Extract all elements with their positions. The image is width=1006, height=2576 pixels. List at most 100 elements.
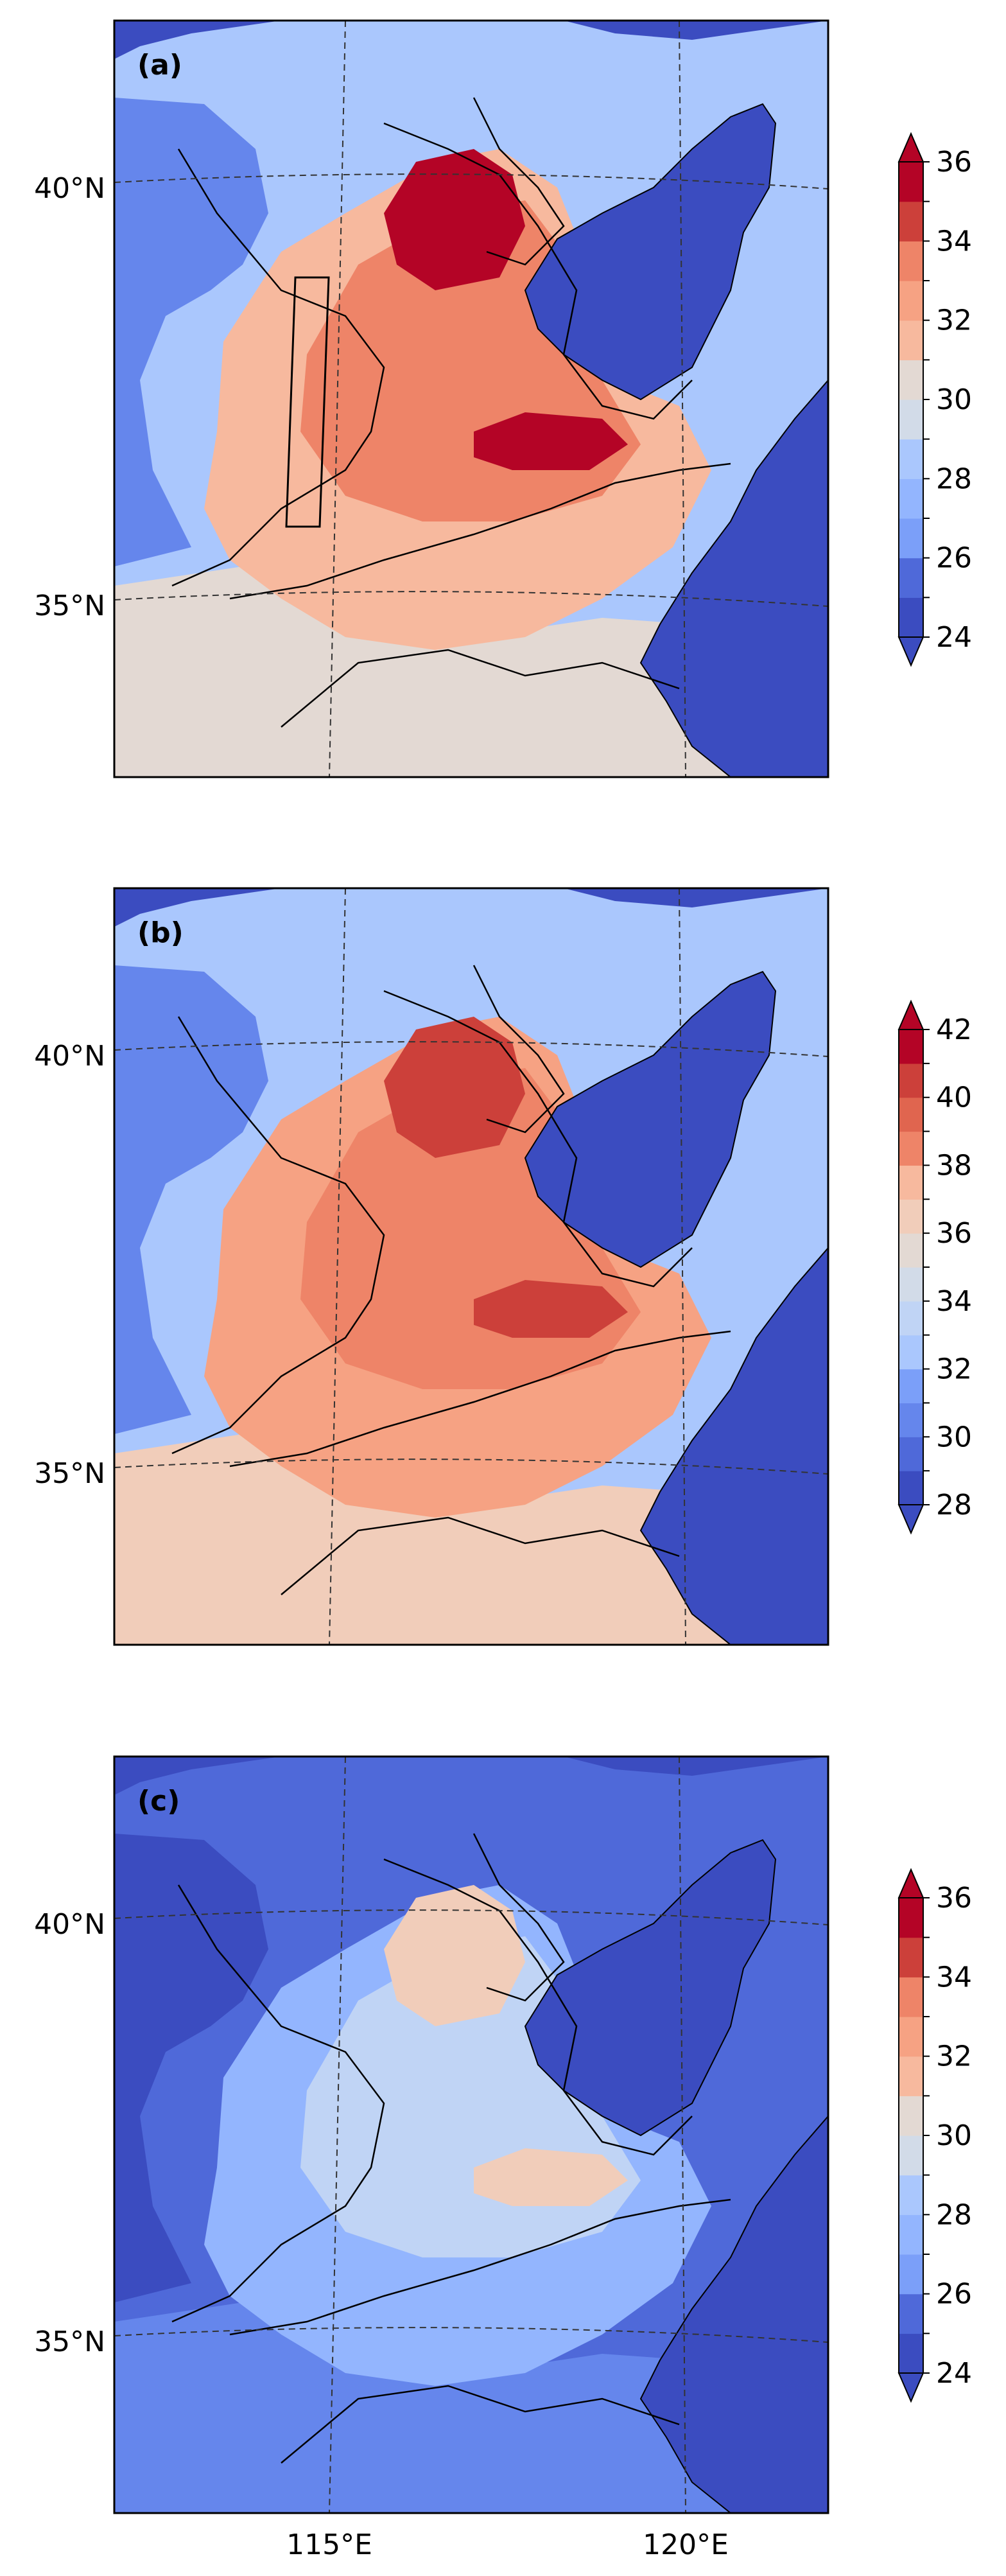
colorbar-tick-label: 34 — [936, 225, 972, 258]
lat-label: 35°N — [34, 590, 105, 622]
colorbar-tick-label: 32 — [936, 2040, 972, 2073]
province-border — [383, 990, 693, 1288]
colorbar-segment — [899, 201, 923, 241]
lat-label: 40°N — [34, 172, 105, 205]
colorbar-segment — [899, 1369, 923, 1404]
colorbar-segment — [899, 1063, 923, 1098]
colorbar-segment — [899, 1437, 923, 1471]
colorbar-segment — [899, 2096, 923, 2136]
province-border — [229, 2198, 731, 2336]
colorbar-tick-label: 30 — [936, 383, 972, 416]
colorbar-tick-label: 24 — [936, 2357, 972, 2390]
colorbar-segment — [899, 1937, 923, 1977]
colorbar-extend-min — [898, 636, 924, 667]
colorbar-segment — [899, 2333, 923, 2374]
province-border — [473, 97, 565, 266]
south-field — [114, 1434, 756, 1645]
colorbar-extend-max — [898, 1868, 924, 1898]
meridian-115e — [329, 21, 346, 777]
colorbar-segment — [899, 281, 923, 321]
colorbar-segment — [899, 360, 923, 400]
province-border — [229, 462, 731, 600]
meridian-115e — [329, 888, 346, 1645]
bohai-sea — [524, 1839, 777, 2137]
colorbar-segment — [899, 2135, 923, 2176]
colorbar-segment — [899, 439, 923, 479]
meridian-120e — [679, 21, 686, 777]
colorbar-segment — [899, 320, 923, 360]
colorbar-segment — [899, 1301, 923, 1336]
colorbar-segment — [899, 518, 923, 559]
map-frame — [113, 1755, 829, 2514]
colorbar-tick-label: 26 — [936, 2278, 972, 2311]
province-border — [383, 1858, 693, 2156]
colorbar-segment — [899, 2175, 923, 2215]
south-field — [114, 566, 756, 777]
panel-label: (a) — [137, 49, 182, 82]
yellow-sea — [639, 2115, 828, 2513]
province-border — [473, 965, 565, 1134]
panel-label: (b) — [137, 916, 184, 949]
south-field — [114, 2302, 756, 2513]
colorbar-segment — [899, 1471, 923, 1505]
map-field — [114, 1757, 828, 2513]
colorbar: 24 26 28 30 32 34 36 — [898, 132, 972, 667]
meridian-120e — [679, 1757, 686, 2513]
colorbar-segment — [899, 1898, 923, 1938]
map-frame — [113, 19, 829, 778]
colorbar-segment — [899, 2017, 923, 2057]
colorbar-tick-label: 30 — [936, 1421, 972, 1453]
map-field — [114, 21, 828, 777]
map-panel-c: (c) 40°N 35°N 24 26 28 30 32 34 36 — [34, 1755, 972, 2514]
lat-label: 35°N — [34, 2326, 105, 2358]
study-area-box — [285, 276, 330, 528]
province-border — [171, 1884, 385, 2323]
colorbar-tick-label: 26 — [936, 542, 972, 575]
colorbar-segment — [899, 1199, 923, 1234]
colorbar-tick-label: 36 — [936, 1882, 972, 1914]
highland-field — [114, 98, 268, 566]
bohai-sea — [524, 970, 777, 1268]
colorbar-tick-label: 34 — [936, 1285, 972, 1318]
colorbar-segment — [899, 2293, 923, 2334]
colorbar-segment — [899, 1165, 923, 1200]
colorbar: 28 30 32 34 36 38 40 42 — [898, 999, 972, 1535]
map-frame — [113, 887, 829, 1646]
colorbar-tick-label: 28 — [936, 1489, 972, 1521]
colorbar-tick-label: 28 — [936, 462, 972, 495]
lon-label: 115°E — [286, 2528, 372, 2561]
colorbar-tick-label: 24 — [936, 621, 972, 654]
colorbar-tick-label: 38 — [936, 1149, 972, 1182]
colorbar-segment — [899, 1097, 923, 1132]
province-border — [171, 1016, 385, 1455]
colorbar-tick-label: 40 — [936, 1082, 972, 1114]
lat-label: 35°N — [34, 1457, 105, 1490]
colorbar-extend-min — [898, 1504, 924, 1535]
lon-label: 120°E — [643, 2528, 729, 2561]
colorbar-tick-label: 36 — [936, 1217, 972, 1250]
highland-field — [114, 965, 268, 1434]
map-field — [114, 888, 828, 1645]
colorbar-segment — [899, 597, 923, 638]
colorbar-tick-label: 36 — [936, 146, 972, 179]
meridian-120e — [679, 888, 686, 1645]
colorbar-tick-label: 30 — [936, 2119, 972, 2152]
colorbar-segment — [899, 1030, 923, 1064]
hotspot-north — [384, 1885, 525, 2026]
meridian-115e — [329, 1757, 346, 2513]
colorbar-segment — [899, 2214, 923, 2255]
colorbar-extend-max — [898, 132, 924, 162]
highland-field — [114, 1834, 268, 2302]
colorbar-segment — [899, 1233, 923, 1268]
colorbar: 24 26 28 30 32 34 36 — [898, 1868, 972, 2403]
colorbar-segment — [899, 399, 923, 440]
bohai-sea — [524, 103, 777, 401]
map-panel-a: (a) 40°N 35°N 24 26 28 30 32 34 36 — [34, 19, 972, 778]
colorbar-segment — [899, 2056, 923, 2096]
yellow-sea — [639, 1247, 828, 1645]
province-border — [383, 122, 693, 420]
province-border — [281, 649, 680, 728]
colorbar-tick-label: 42 — [936, 1013, 972, 1046]
colorbar-segment — [899, 1977, 923, 2017]
